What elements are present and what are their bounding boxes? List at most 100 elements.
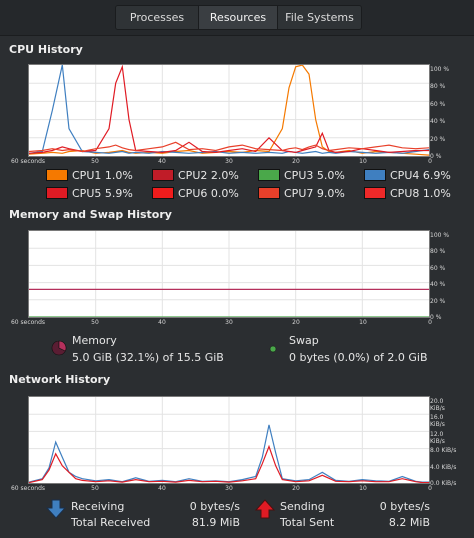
receiving-arrow-shape	[46, 499, 66, 519]
memory-history-title: Memory and Swap History	[9, 208, 172, 221]
y-tick-label: 0 %	[430, 314, 442, 321]
cpu8-color-swatch[interactable]	[364, 187, 386, 199]
series-line-cpu5	[29, 65, 429, 154]
cpu2-value: 2.0%	[210, 168, 239, 182]
network-history-graph	[28, 396, 430, 484]
x-tick-label: 60 seconds	[10, 485, 46, 492]
cpu2-color-swatch[interactable]	[152, 169, 174, 181]
y-tick-label: 40 %	[430, 281, 446, 289]
total-sent-value: 8.2 MiB	[388, 516, 430, 529]
x-tick-label: 20	[292, 319, 300, 326]
memory-value: 5.0 GiB (32.1%) of 15.5 GiB	[72, 351, 224, 364]
receiving-label: Receiving	[71, 500, 125, 513]
x-tick-label: 10	[359, 485, 367, 492]
memory-pie-icon[interactable]	[51, 340, 67, 356]
network-history-title: Network History	[9, 373, 111, 386]
cpu5-label: CPU5	[72, 186, 102, 200]
cpu7-label: CPU7	[284, 186, 314, 200]
cpu7-color-swatch[interactable]	[258, 187, 280, 199]
cpu6-color-swatch[interactable]	[152, 187, 174, 199]
cpu2-label: CPU2	[178, 168, 208, 182]
memory-pie-fill	[58, 340, 67, 352]
x-tick-label: 20	[292, 485, 300, 492]
y-tick-label: 80 %	[430, 83, 446, 91]
x-tick-label: 40	[158, 319, 166, 326]
x-tick-label: 0	[428, 158, 432, 165]
y-tick-label: 20 %	[430, 297, 446, 305]
y-tick-label: 0 %	[430, 153, 442, 160]
cpu-legend-cpu2[interactable]: CPU2 2.0%	[152, 168, 239, 182]
y-tick-label: 4.0 KiB/s	[430, 463, 457, 471]
y-tick-label: 100 %	[430, 66, 450, 73]
x-tick-label: 40	[158, 485, 166, 492]
cpu8-label: CPU8	[390, 186, 420, 200]
cpu-legend-cpu5[interactable]: CPU5 5.9%	[46, 186, 133, 200]
cpu-history-graph	[28, 64, 430, 157]
cpu5-value: 5.9%	[104, 186, 133, 200]
cpu-legend-cpu1[interactable]: CPU1 1.0%	[46, 168, 133, 182]
x-tick-label: 20	[292, 158, 300, 165]
series-line-cpu7	[29, 141, 429, 153]
y-tick-label: 20.0 KiB/s	[430, 398, 445, 412]
memory-history-plot	[29, 231, 429, 317]
cpu-legend-cpu4[interactable]: CPU4 6.9%	[364, 168, 451, 182]
y-tick-label: 40 %	[430, 118, 446, 126]
x-tick-label: 0	[428, 319, 432, 326]
x-tick-label: 30	[225, 158, 233, 165]
sending-rate: 0 bytes/s	[379, 500, 430, 513]
x-tick-label: 50	[91, 319, 99, 326]
y-tick-label: 16.0 KiB/s	[430, 414, 445, 429]
total-sent-label: Total Sent	[280, 516, 335, 529]
cpu3-label: CPU3	[284, 168, 314, 182]
total-received-value: 81.9 MiB	[191, 516, 240, 529]
tab-file-systems[interactable]: File Systems	[278, 6, 361, 29]
cpu5-color-swatch[interactable]	[46, 187, 68, 199]
swap-dot	[269, 345, 277, 353]
cpu4-label: CPU4	[390, 168, 420, 182]
sending-arrow-icon[interactable]	[255, 499, 275, 519]
swap-indicator-icon[interactable]	[269, 345, 277, 353]
x-tick-label: 60 seconds	[10, 158, 46, 165]
x-tick-label: 0	[428, 485, 432, 492]
view-switcher: Processes Resources File Systems	[115, 5, 362, 30]
sending-label: Sending	[280, 500, 325, 513]
cpu1-label: CPU1	[72, 168, 102, 182]
x-tick-label: 40	[158, 158, 166, 165]
x-tick-label: 30	[225, 485, 233, 492]
x-tick-label: 10	[359, 319, 367, 326]
cpu6-value: 0.0%	[210, 186, 239, 200]
cpu-history-plot	[29, 65, 429, 156]
y-tick-label: 0.0 KiB/s	[430, 480, 457, 487]
memory-history-graph	[28, 230, 430, 318]
sending-arrow-shape	[255, 499, 275, 519]
cpu8-value: 1.0%	[422, 186, 451, 200]
x-tick-label: 60 seconds	[10, 319, 46, 326]
y-tick-label: 20 %	[430, 135, 446, 143]
cpu4-value: 6.9%	[422, 168, 451, 182]
receiving-arrow-icon[interactable]	[46, 499, 66, 519]
cpu-legend-cpu8[interactable]: CPU8 1.0%	[364, 186, 451, 200]
cpu3-color-swatch[interactable]	[258, 169, 280, 181]
memory-label: Memory	[72, 334, 117, 347]
y-tick-label: 60 %	[430, 264, 446, 272]
receiving-rate: 0 bytes/s	[189, 500, 240, 513]
y-tick-label: 8.0 KiB/s	[430, 447, 457, 455]
cpu-legend-cpu6[interactable]: CPU6 0.0%	[152, 186, 239, 200]
cpu3-value: 5.0%	[316, 168, 345, 182]
cpu-legend-cpu7[interactable]: CPU7 9.0%	[258, 186, 345, 200]
x-tick-label: 30	[225, 319, 233, 326]
tab-processes[interactable]: Processes	[116, 6, 199, 29]
swap-label: Swap	[289, 334, 319, 347]
y-tick-label: 100 %	[430, 232, 450, 239]
cpu-legend: CPU1 1.0% CPU2 2.0% CPU3 5.0% CPU4 6.9% …	[46, 168, 451, 202]
cpu1-color-swatch[interactable]	[46, 169, 68, 181]
cpu-history-title: CPU History	[9, 43, 83, 56]
tab-resources[interactable]: Resources	[199, 6, 278, 29]
cpu1-value: 1.0%	[104, 168, 133, 182]
x-tick-label: 50	[91, 158, 99, 165]
cpu-legend-cpu3[interactable]: CPU3 5.0%	[258, 168, 345, 182]
y-tick-label: 80 %	[430, 248, 446, 256]
y-tick-label: 12.0 KiB/s	[430, 430, 445, 445]
cpu4-color-swatch[interactable]	[364, 169, 386, 181]
x-tick-label: 10	[359, 158, 367, 165]
